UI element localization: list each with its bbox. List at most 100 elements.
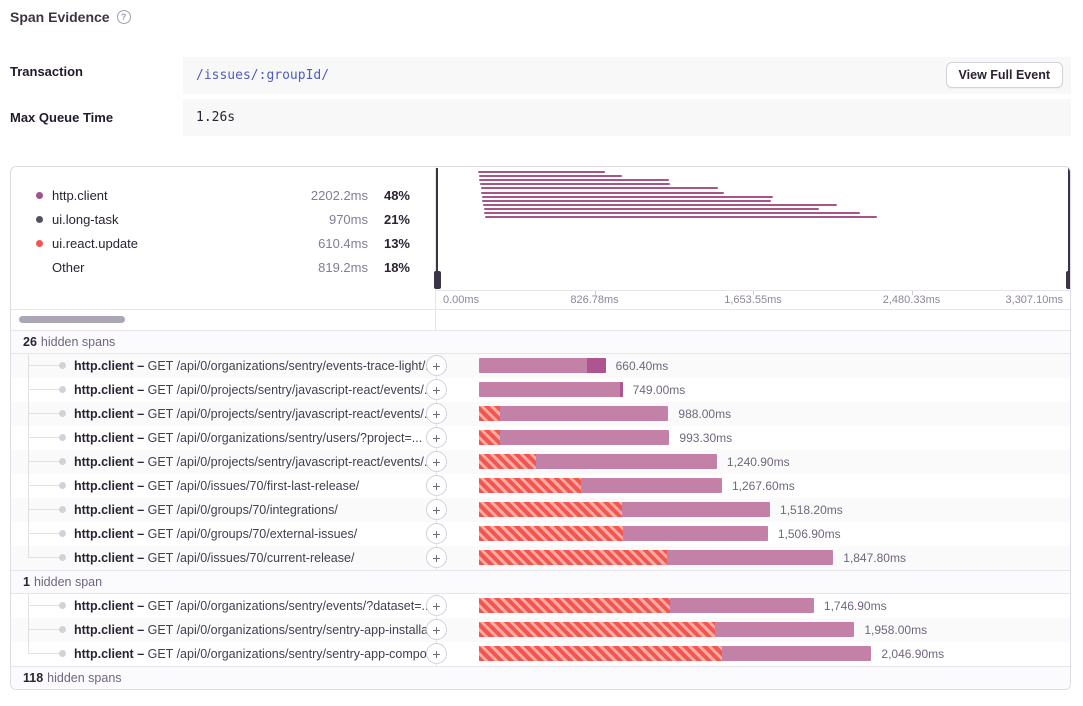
span-desc: GET /api/0/projects/sentry/javascript-re… xyxy=(147,407,435,421)
span-row[interactable]: http.client – GET /api/0/projects/sentry… xyxy=(11,402,1070,426)
legend-dot-icon xyxy=(36,215,43,223)
expand-span-button[interactable]: + xyxy=(426,643,447,664)
span-duration-bar xyxy=(479,550,834,565)
transaction-label: Transaction xyxy=(10,64,83,79)
expand-span-button[interactable]: + xyxy=(426,403,447,424)
expand-span-button[interactable]: + xyxy=(426,451,447,472)
tree-connector-line xyxy=(28,594,29,654)
expand-span-button[interactable]: + xyxy=(426,427,447,448)
axis-tick-label: 826.78ms xyxy=(570,294,619,306)
axis-tick-label: 0.00ms xyxy=(443,294,480,306)
max-queue-time-label: Max Queue Time xyxy=(10,110,114,125)
hidden-spans-text: hidden spans xyxy=(47,671,122,685)
span-slow-segment xyxy=(479,646,723,661)
expand-span-button[interactable]: + xyxy=(426,355,447,376)
tree-connector-dot xyxy=(59,386,66,393)
tree-connector-branch xyxy=(28,413,59,414)
tree-connector-branch xyxy=(28,533,59,534)
span-description: http.client – GET /api/0/organizations/s… xyxy=(74,618,436,642)
expand-span-button[interactable]: + xyxy=(426,595,447,616)
span-row-left: http.client – GET /api/0/groups/70/exter… xyxy=(11,522,436,546)
tree-connector-dot xyxy=(59,554,66,561)
span-row[interactable]: http.client – GET /api/0/organizations/s… xyxy=(11,642,1070,666)
span-description: http.client – GET /api/0/groups/70/integ… xyxy=(74,498,338,522)
span-row[interactable]: http.client – GET /api/0/organizations/s… xyxy=(11,354,1070,378)
span-duration-label: 988.00ms xyxy=(678,407,732,421)
hidden-spans-footer[interactable]: 118 hidden spans xyxy=(11,666,1070,689)
legend-duration: 2202.2ms xyxy=(310,187,368,203)
expand-span-button[interactable]: + xyxy=(426,619,447,640)
minimap-span-bar xyxy=(481,195,773,198)
help-icon[interactable]: ? xyxy=(116,10,131,24)
span-row[interactable]: http.client – GET /api/0/projects/sentry… xyxy=(11,450,1070,474)
scrollbar-track[interactable] xyxy=(11,310,436,330)
minimap-span-bar xyxy=(483,207,819,210)
span-row-right: 660.40ms xyxy=(436,354,1070,378)
minimap-span-bar xyxy=(481,191,725,194)
transaction-link[interactable]: /issues/:groupId/ xyxy=(196,68,330,83)
span-duration-bar xyxy=(479,358,606,373)
span-description: http.client – GET /api/0/organizations/s… xyxy=(74,594,432,618)
scrollbar-row-right xyxy=(436,310,1070,330)
hidden-spans-count: 118 xyxy=(23,671,44,685)
span-row[interactable]: http.client – GET /api/0/projects/sentry… xyxy=(11,378,1070,402)
scrollbar-thumb[interactable] xyxy=(19,316,125,323)
span-description: http.client – GET /api/0/projects/sentry… xyxy=(74,402,434,426)
span-row-right: 988.00ms xyxy=(436,402,1070,426)
span-row[interactable]: http.client – GET /api/0/issues/70/curre… xyxy=(11,546,1070,570)
span-slow-segment xyxy=(479,478,582,493)
span-separator: – xyxy=(133,599,148,613)
span-row[interactable]: http.client – GET /api/0/organizations/s… xyxy=(11,594,1070,618)
span-row-right: 2,046.90ms xyxy=(436,642,1070,666)
time-axis-row: 0.00ms 826.78ms 1,653.55ms 2,480.33ms 3,307.… xyxy=(11,290,1070,310)
hidden-spans-row[interactable]: 1 hidden span xyxy=(11,570,1070,594)
span-duration-bar xyxy=(479,598,814,613)
span-row-right: 1,958.00ms xyxy=(436,618,1070,642)
minimap-span-bar xyxy=(478,171,605,173)
span-row[interactable]: http.client – GET /api/0/issues/70/first… xyxy=(11,474,1070,498)
hidden-spans-row[interactable]: 26 hidden spans xyxy=(11,330,1070,354)
span-row-left: http.client – GET /api/0/issues/70/curre… xyxy=(11,546,436,570)
span-separator: – xyxy=(133,455,148,469)
span-description: http.client – GET /api/0/organizations/s… xyxy=(74,354,436,378)
span-slow-segment xyxy=(479,406,500,421)
minimap-right-handle[interactable] xyxy=(1065,168,1070,289)
span-desc: GET /api/0/organizations/sentry/events-t… xyxy=(147,359,436,373)
span-row[interactable]: http.client – GET /api/0/organizations/s… xyxy=(11,618,1070,642)
view-full-event-button[interactable]: View Full Event xyxy=(945,62,1063,88)
span-op: http.client xyxy=(74,383,134,397)
minimap-span-bar xyxy=(478,175,623,178)
legend-label: ui.long-task xyxy=(52,211,119,227)
tree-connector-branch xyxy=(28,485,59,486)
span-separator: – xyxy=(133,551,148,565)
expand-span-button[interactable]: + xyxy=(426,379,447,400)
expand-span-button[interactable]: + xyxy=(426,523,447,544)
span-op: http.client xyxy=(74,431,134,445)
trace-minimap[interactable] xyxy=(433,167,1070,290)
minimap-left-handle[interactable] xyxy=(433,168,441,289)
span-overlap-segment xyxy=(586,358,606,373)
span-row[interactable]: http.client – GET /api/0/groups/70/integ… xyxy=(11,498,1070,522)
span-row-right: 1,518.20ms xyxy=(436,498,1070,522)
tree-connector-branch xyxy=(28,557,59,558)
span-op: http.client xyxy=(74,623,134,637)
tree-connector-dot xyxy=(59,602,66,609)
span-desc: GET /api/0/groups/70/integrations/ xyxy=(147,503,338,517)
expand-span-button[interactable]: + xyxy=(426,475,447,496)
legend-item: Other 819.2ms 18% xyxy=(11,255,435,279)
span-row[interactable]: http.client – GET /api/0/groups/70/exter… xyxy=(11,522,1070,546)
expand-span-button[interactable]: + xyxy=(426,499,447,520)
tree-connector-dot xyxy=(59,530,66,537)
span-desc: GET /api/0/organizations/sentry/events/?… xyxy=(147,599,432,613)
span-op: http.client xyxy=(74,503,134,517)
legend-label: Other xyxy=(52,259,85,275)
span-duration-bar xyxy=(479,430,670,445)
span-row-right: 1,267.60ms xyxy=(436,474,1070,498)
expand-span-button[interactable]: + xyxy=(426,547,447,568)
legend-duration: 819.2ms xyxy=(318,259,368,275)
axis-tick-label: 3,307.10ms xyxy=(1005,294,1063,306)
span-row[interactable]: http.client – GET /api/0/organizations/s… xyxy=(11,426,1070,450)
tree-connector-branch xyxy=(28,629,59,630)
span-desc: GET /api/0/projects/sentry/javascript-re… xyxy=(147,383,435,397)
legend-percentage: 48% xyxy=(383,187,410,203)
